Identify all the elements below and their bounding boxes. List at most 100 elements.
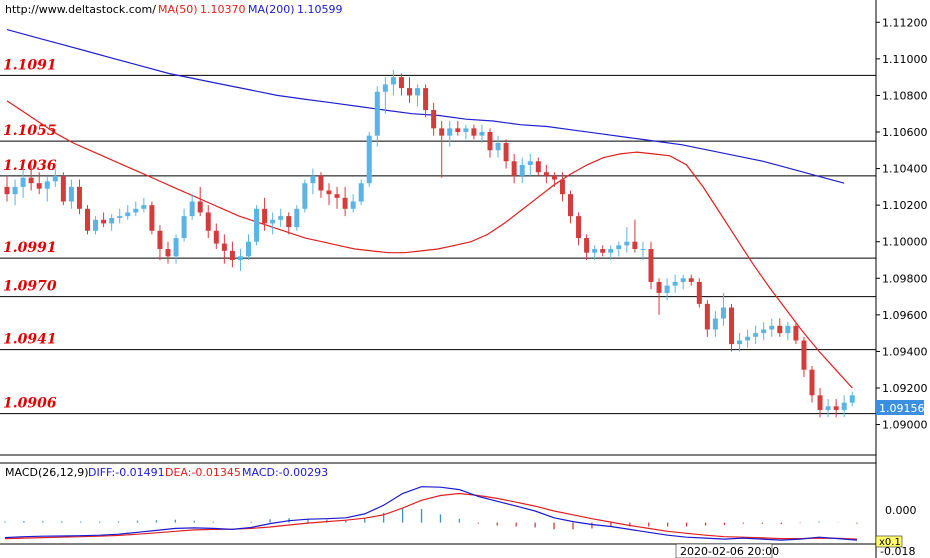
candle-body	[712, 318, 718, 330]
candle-body	[688, 278, 694, 282]
candle-body	[535, 161, 541, 173]
candle-body	[125, 212, 131, 217]
candle-body	[294, 208, 300, 228]
candle-body	[817, 395, 823, 410]
candle-body	[181, 216, 187, 239]
candle-body	[841, 402, 847, 410]
candle-body	[262, 208, 268, 224]
candle-body	[576, 216, 582, 239]
candle-body	[527, 161, 533, 165]
candle-body	[286, 216, 292, 228]
candle-body	[237, 256, 243, 260]
candle-body	[302, 183, 308, 209]
candle-body	[407, 88, 412, 96]
candle-body	[229, 250, 235, 260]
candle-body	[189, 201, 195, 217]
level-label: 1.1091	[3, 57, 57, 73]
candle-body	[117, 216, 123, 218]
ma50-path	[6, 100, 853, 389]
candle-body	[503, 142, 509, 162]
candle-body	[777, 325, 783, 334]
candle-body	[495, 142, 501, 151]
candle-body	[439, 128, 445, 136]
candle-body	[785, 325, 791, 334]
candle-body	[729, 307, 734, 345]
candle-body	[165, 249, 171, 257]
price-tick-label: 1.11200	[882, 16, 928, 29]
candle-body	[737, 340, 743, 345]
candle-body	[20, 177, 26, 187]
candle-body	[608, 249, 614, 253]
candle-body	[157, 230, 163, 250]
candle-body	[487, 132, 493, 151]
price-tick-label: 1.11000	[882, 53, 928, 66]
price-tick-label: 1.09400	[882, 345, 928, 358]
price-tick-label: 1.10000	[882, 236, 928, 249]
price-tick-label: 1.10200	[882, 199, 928, 212]
macd-dea-line	[4, 492, 858, 540]
candle-body	[310, 175, 316, 184]
candle-body	[213, 230, 219, 244]
candle-body	[680, 278, 686, 282]
candle-body	[36, 183, 42, 189]
candle-body	[197, 201, 203, 213]
candle-body	[769, 325, 775, 330]
ma200-label: MA(200)	[248, 3, 295, 16]
price-tick-label: 1.09600	[882, 309, 928, 322]
macd-indicator	[4, 486, 858, 541]
time-cursor-label: 2020-02-06 20:00	[680, 545, 779, 558]
level-label: 1.0991	[3, 240, 57, 256]
candle-body	[133, 208, 139, 213]
candle-body	[60, 175, 66, 202]
candle-body	[463, 128, 469, 132]
candle-body	[447, 128, 453, 136]
candle-body	[664, 285, 670, 293]
candle-body	[431, 110, 437, 129]
candle-body	[696, 281, 702, 304]
candle-body	[624, 241, 630, 246]
level-label: 1.1036	[3, 158, 57, 174]
scale-badge-text: x0.1	[879, 537, 901, 548]
candle-body	[4, 186, 10, 195]
scale-badge[interactable]	[875, 535, 903, 548]
candle-body	[801, 340, 807, 370]
candle-body	[793, 325, 799, 341]
candle-body	[753, 333, 759, 337]
price-tick-label: 1.09200	[882, 382, 928, 395]
macd-diff-line	[4, 486, 858, 541]
candle-body	[600, 249, 606, 253]
source-url[interactable]: http://www.deltastock.com/	[5, 3, 156, 16]
candle-body	[761, 329, 767, 334]
candle-body	[720, 307, 726, 319]
candle-body	[350, 201, 356, 209]
price-tick-label: 1.09000	[882, 419, 928, 432]
candle-body	[28, 177, 34, 184]
candle-body	[479, 132, 485, 136]
candle-body	[342, 197, 348, 209]
candle-body	[519, 164, 525, 176]
time-cursor-box	[675, 543, 773, 558]
candle-body	[93, 219, 99, 231]
candle-body	[101, 219, 107, 224]
support-resistance-levels: 1.1091 1.1055 1.1036 1.0991 1.0970 1.0941 1.09…	[0, 57, 876, 415]
macd-title: MACD(26,12,9)	[5, 466, 89, 479]
macd-value-label: MACD:-0.00293	[242, 466, 328, 479]
last-price-badge	[876, 400, 924, 415]
candle-body	[543, 172, 549, 176]
candle-body	[270, 219, 276, 224]
candle-body	[632, 241, 638, 250]
level-label: 1.0906	[3, 396, 57, 412]
candle-body	[221, 243, 227, 251]
candle-body	[52, 175, 58, 182]
ma50-line	[6, 100, 853, 389]
candle-body	[390, 77, 396, 85]
candle-body	[374, 91, 380, 136]
price-tick-label: 1.09800	[882, 272, 928, 285]
candle-body	[640, 249, 646, 251]
candle-body	[568, 194, 573, 217]
candle-body	[173, 238, 179, 257]
last-price-value: 1.09156	[879, 402, 925, 415]
candle-body	[44, 181, 50, 189]
